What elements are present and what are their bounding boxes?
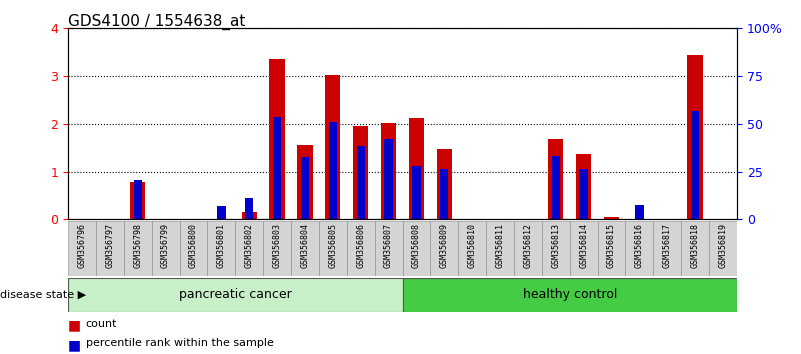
Bar: [347, 221, 375, 276]
Text: GSM356813: GSM356813: [551, 223, 560, 268]
Text: GSM356802: GSM356802: [245, 223, 254, 268]
Text: GSM356815: GSM356815: [607, 223, 616, 268]
Bar: [328, 122, 337, 219]
Bar: [151, 221, 179, 276]
Bar: [124, 221, 151, 276]
Bar: [96, 221, 124, 276]
Bar: [687, 55, 702, 219]
Bar: [576, 154, 591, 219]
Bar: [291, 221, 319, 276]
Bar: [598, 221, 626, 276]
Text: GDS4100 / 1554638_at: GDS4100 / 1554638_at: [68, 14, 245, 30]
Text: GSM356797: GSM356797: [106, 223, 115, 268]
Bar: [217, 206, 226, 219]
Text: GSM356817: GSM356817: [662, 223, 672, 268]
Bar: [179, 221, 207, 276]
Text: GSM356811: GSM356811: [496, 223, 505, 268]
Bar: [514, 221, 541, 276]
Text: percentile rank within the sample: percentile rank within the sample: [86, 338, 274, 348]
Bar: [403, 278, 737, 312]
Bar: [301, 157, 309, 219]
Text: GSM356806: GSM356806: [356, 223, 365, 268]
Text: GSM356803: GSM356803: [272, 223, 282, 268]
Text: GSM356810: GSM356810: [468, 223, 477, 268]
Text: GSM356801: GSM356801: [217, 223, 226, 268]
Bar: [413, 166, 421, 219]
Text: GSM356814: GSM356814: [579, 223, 588, 268]
Bar: [458, 221, 486, 276]
Bar: [430, 221, 458, 276]
Bar: [403, 221, 430, 276]
Bar: [548, 139, 563, 219]
Bar: [375, 221, 403, 276]
Text: GSM356816: GSM356816: [635, 223, 644, 268]
Text: GSM356804: GSM356804: [300, 223, 309, 268]
Bar: [356, 145, 365, 219]
Bar: [245, 198, 253, 219]
Bar: [269, 59, 285, 219]
Bar: [409, 118, 424, 219]
Bar: [130, 182, 146, 219]
Bar: [486, 221, 514, 276]
Bar: [264, 221, 291, 276]
Bar: [604, 217, 619, 219]
Text: ■: ■: [68, 338, 81, 352]
Bar: [691, 110, 699, 219]
Text: GSM356812: GSM356812: [523, 223, 533, 268]
Bar: [242, 212, 257, 219]
Bar: [440, 170, 449, 219]
Text: GSM356808: GSM356808: [412, 223, 421, 268]
Text: GSM356800: GSM356800: [189, 223, 198, 268]
Bar: [654, 221, 681, 276]
Bar: [552, 156, 560, 219]
Text: count: count: [86, 319, 117, 329]
Bar: [68, 278, 403, 312]
Bar: [235, 221, 264, 276]
Text: GSM356818: GSM356818: [690, 223, 699, 268]
Text: GSM356799: GSM356799: [161, 223, 170, 268]
Bar: [626, 221, 654, 276]
Text: pancreatic cancer: pancreatic cancer: [179, 288, 292, 301]
Bar: [709, 221, 737, 276]
Bar: [325, 75, 340, 219]
Text: ■: ■: [68, 319, 81, 333]
Bar: [381, 123, 396, 219]
Text: GSM356807: GSM356807: [384, 223, 393, 268]
Bar: [384, 139, 392, 219]
Text: GSM356798: GSM356798: [133, 223, 143, 268]
Bar: [319, 221, 347, 276]
Bar: [353, 126, 368, 219]
Bar: [681, 221, 709, 276]
Bar: [635, 205, 643, 219]
Bar: [297, 145, 312, 219]
Text: GSM356796: GSM356796: [78, 223, 87, 268]
Bar: [570, 221, 598, 276]
Text: GSM356805: GSM356805: [328, 223, 337, 268]
Bar: [68, 221, 96, 276]
Bar: [579, 170, 588, 219]
Text: GSM356809: GSM356809: [440, 223, 449, 268]
Bar: [437, 149, 452, 219]
Bar: [273, 117, 281, 219]
Text: healthy control: healthy control: [522, 288, 617, 301]
Text: disease state ▶: disease state ▶: [0, 290, 87, 300]
Text: GSM356819: GSM356819: [718, 223, 727, 268]
Bar: [207, 221, 235, 276]
Bar: [134, 180, 142, 219]
Bar: [541, 221, 570, 276]
